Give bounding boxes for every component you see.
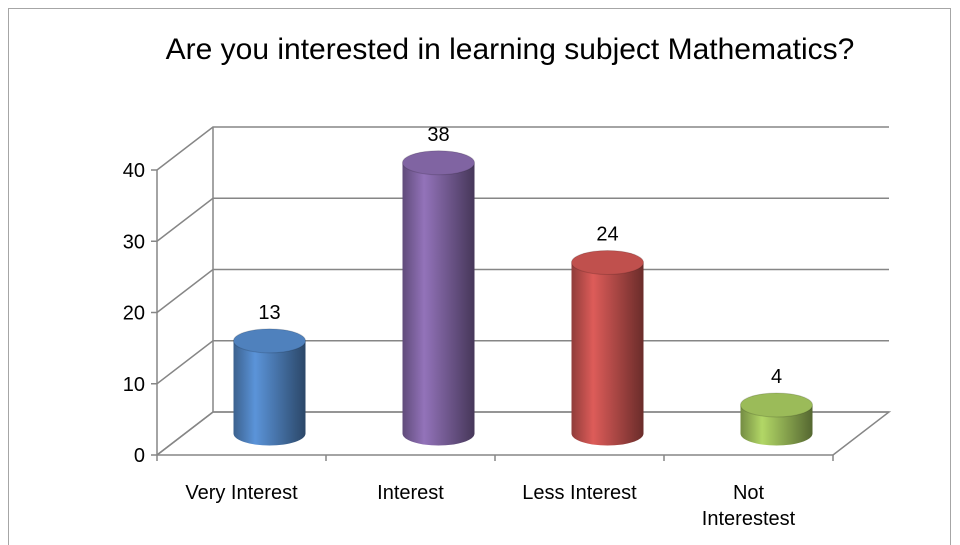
y-tick-label: 10 (123, 374, 145, 396)
bar (233, 340, 306, 446)
bar-top (571, 250, 644, 275)
x-tick-label: Very Interest (185, 482, 298, 504)
y-tick-label: 0 (134, 445, 145, 467)
bar-top (740, 392, 813, 418)
chart-border (8, 8, 951, 545)
value-label: 4 (771, 366, 782, 388)
chart-title: Are you interested in learning subject M… (165, 33, 855, 66)
value-label: 24 (596, 224, 618, 246)
y-tick-label: 30 (123, 231, 145, 253)
bar-top (402, 150, 475, 176)
y-tick-label: 20 (123, 303, 145, 325)
value-label: 38 (427, 124, 449, 146)
x-tick-label: Not Interestest (702, 482, 796, 530)
x-tick-label: Interest (377, 482, 444, 504)
value-label: 13 (258, 302, 280, 324)
y-tick-label: 40 (123, 160, 145, 182)
bar (402, 162, 475, 446)
bar (571, 262, 644, 446)
bar-top (233, 328, 306, 354)
x-tick-label: Less Interest (522, 482, 637, 504)
